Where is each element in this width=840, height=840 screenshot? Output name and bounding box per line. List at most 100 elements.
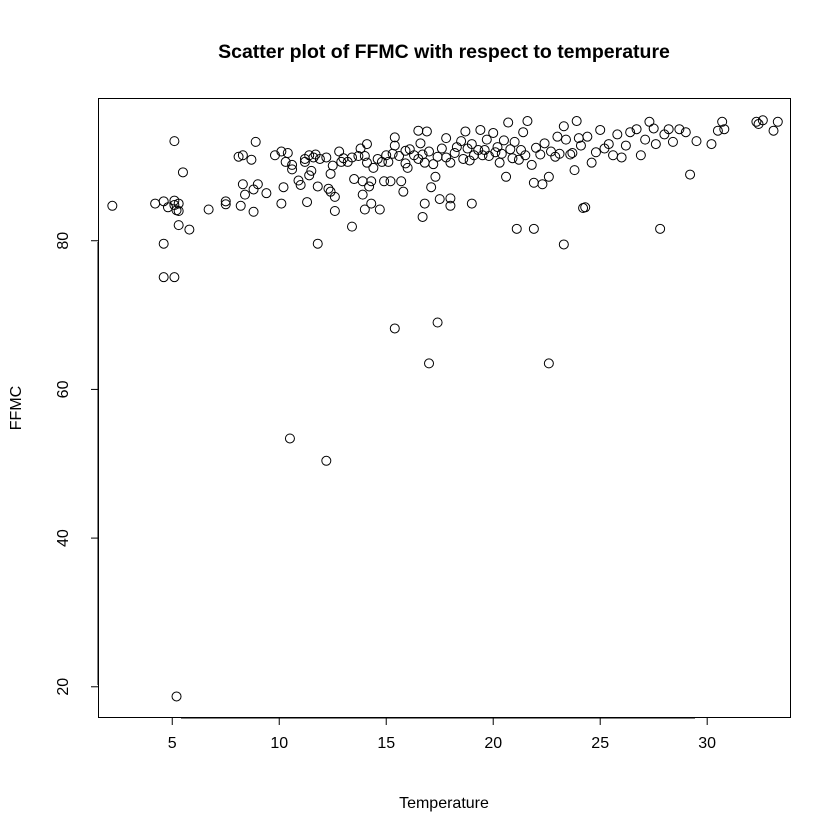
data-point xyxy=(706,139,717,150)
data-point xyxy=(107,200,118,211)
data-point xyxy=(366,176,377,187)
data-point xyxy=(276,198,287,209)
data-point xyxy=(169,272,180,283)
data-points xyxy=(107,115,783,702)
data-point xyxy=(361,157,372,168)
data-point xyxy=(590,147,601,158)
data-point xyxy=(417,211,428,222)
data-point xyxy=(691,136,702,147)
data-point xyxy=(432,151,443,162)
x-tick-label: 30 xyxy=(698,735,716,752)
data-point xyxy=(233,151,244,162)
data-point xyxy=(387,148,398,159)
data-point xyxy=(158,196,169,207)
data-point xyxy=(565,149,576,160)
data-point xyxy=(308,152,319,163)
data-point xyxy=(359,204,370,215)
data-point xyxy=(528,177,539,188)
data-point xyxy=(582,131,593,142)
data-point xyxy=(586,157,597,168)
data-point xyxy=(400,145,411,156)
data-point xyxy=(237,179,248,190)
data-point xyxy=(278,182,289,193)
data-point xyxy=(325,168,336,179)
data-point xyxy=(511,223,522,234)
data-point xyxy=(552,131,563,142)
data-point xyxy=(237,150,248,161)
data-point xyxy=(162,202,173,213)
data-point xyxy=(361,139,372,150)
data-point xyxy=(663,124,674,135)
data-point xyxy=(203,204,214,215)
data-point xyxy=(177,167,188,178)
y-axis-label: FFMC xyxy=(8,386,25,430)
data-point xyxy=(173,205,184,216)
data-point xyxy=(537,179,548,190)
data-point xyxy=(575,140,586,151)
data-point xyxy=(314,153,325,164)
data-point xyxy=(685,169,696,180)
data-point xyxy=(366,198,377,209)
y-tick-label: 60 xyxy=(55,380,72,398)
data-point xyxy=(503,117,514,128)
data-point xyxy=(603,139,614,150)
data-point xyxy=(346,221,357,232)
data-point xyxy=(321,455,332,466)
data-point xyxy=(650,139,661,150)
data-point xyxy=(173,198,184,209)
data-point xyxy=(620,140,631,151)
data-point xyxy=(402,162,413,173)
data-point xyxy=(509,136,520,147)
data-point xyxy=(396,176,407,187)
y-tick-label: 20 xyxy=(55,678,72,696)
data-point xyxy=(479,145,490,156)
data-point xyxy=(772,116,783,127)
data-point xyxy=(751,116,762,127)
data-point xyxy=(220,196,231,207)
data-point xyxy=(466,139,477,150)
data-point xyxy=(513,154,524,165)
data-point xyxy=(616,152,627,163)
data-point xyxy=(357,189,368,200)
data-point xyxy=(415,138,426,149)
data-point xyxy=(295,179,306,190)
data-point xyxy=(528,223,539,234)
data-point xyxy=(526,159,537,170)
data-point xyxy=(169,136,180,147)
data-point xyxy=(466,198,477,209)
data-point xyxy=(445,200,456,211)
data-point xyxy=(580,202,591,213)
data-point xyxy=(346,152,357,163)
data-point xyxy=(349,174,360,185)
data-point xyxy=(321,152,332,163)
data-point xyxy=(150,198,161,209)
data-point xyxy=(323,183,334,194)
data-point xyxy=(717,116,728,127)
data-point xyxy=(389,132,400,143)
data-point xyxy=(235,200,246,211)
data-point xyxy=(413,125,424,136)
data-point xyxy=(680,127,691,138)
data-point xyxy=(364,181,375,192)
data-point xyxy=(625,127,636,138)
x-axis-ticks: 5 10 15 20 25 30 xyxy=(168,718,716,752)
data-point xyxy=(498,135,509,146)
x-tick-label: 20 xyxy=(484,735,502,752)
data-point xyxy=(481,134,492,145)
data-point xyxy=(383,156,394,167)
data-point xyxy=(158,238,169,249)
data-point xyxy=(357,176,368,187)
data-point xyxy=(477,150,488,161)
data-point xyxy=(456,136,467,147)
data-point xyxy=(184,224,195,235)
chart-title: Scatter plot of FFMC with respect to tem… xyxy=(218,41,670,63)
data-point xyxy=(394,150,405,161)
data-point xyxy=(436,143,447,154)
data-point xyxy=(374,204,385,215)
data-point xyxy=(334,146,345,157)
data-point xyxy=(595,124,606,135)
y-tick-label: 40 xyxy=(55,529,72,547)
data-point xyxy=(306,165,317,176)
data-point xyxy=(494,157,505,168)
